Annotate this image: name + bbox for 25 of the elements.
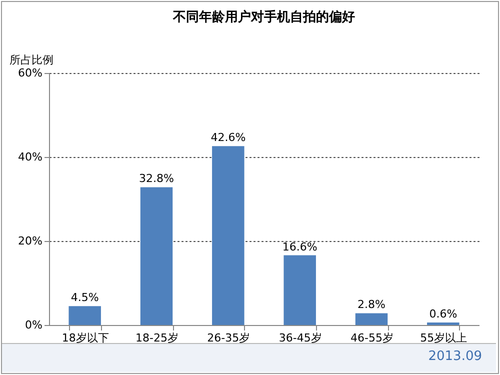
x-tick-label: 36-45岁 — [278, 332, 322, 344]
text: 2013.09 — [428, 349, 482, 364]
data-label: 32.8% — [139, 172, 174, 186]
y-tick-label: 0% — [25, 318, 42, 332]
data-label: 42.6% — [210, 131, 246, 144]
data-label: 0.6% — [429, 307, 458, 320]
x-tick-label: 55岁以上 — [420, 332, 468, 344]
bar — [427, 322, 460, 325]
x-tick-label: 18岁以下 — [62, 332, 109, 344]
data-label: 16.6% — [282, 240, 318, 254]
x-tick-label: 18-25岁 — [136, 332, 178, 344]
bar — [68, 306, 101, 325]
y-tick-label: 60% — [18, 66, 42, 80]
bar — [355, 313, 388, 325]
data-label: 2.8% — [358, 298, 386, 312]
x-tick-label: 26-35岁 — [207, 332, 250, 344]
y-tick-label: 40% — [18, 150, 42, 164]
bar — [140, 187, 173, 325]
bar — [284, 255, 316, 325]
chart-title: 不同年龄用户对手机自拍的偏好 — [172, 9, 355, 25]
x-tick-label: 46-55岁 — [350, 332, 394, 344]
y-tick-label: 20% — [18, 234, 42, 248]
data-label: 4.5% — [70, 291, 99, 304]
bar — [212, 146, 244, 325]
y-axis-title: 所占比例 — [10, 54, 54, 66]
